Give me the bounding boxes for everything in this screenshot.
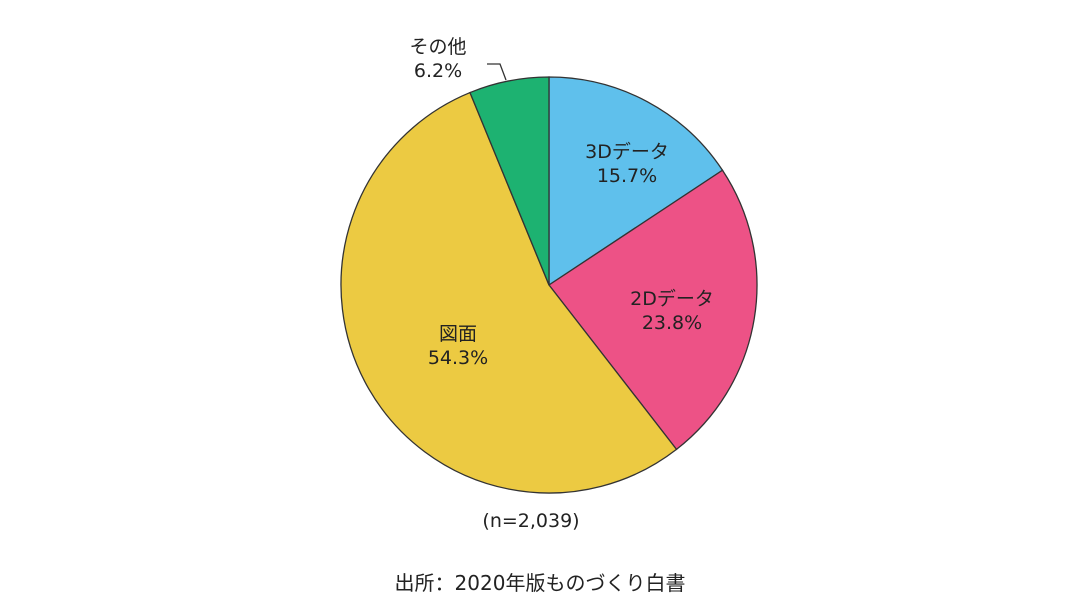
- slice-2d-data-value: 23.8%: [642, 312, 702, 334]
- slice-drawings: [340, 91, 678, 494]
- slice-other-value: 6.2%: [414, 60, 462, 82]
- slice-2d-data-label: 2Dデータ: [630, 288, 714, 310]
- slice-3d-data-value: 15.7%: [597, 165, 657, 187]
- slice-3d-data-label: 3Dデータ: [585, 141, 669, 163]
- slice-drawings-value: 54.3%: [428, 347, 488, 369]
- source-note: 出所：2020年版ものづくり白書: [394, 571, 686, 595]
- slice-2d-data: [548, 169, 758, 451]
- sample-size-note: (n=2,039): [482, 510, 580, 532]
- slice-3d-data: [548, 76, 724, 287]
- slice-drawings-label: 図面: [439, 323, 477, 345]
- pie-slices: [340, 76, 758, 494]
- slice-other-label: その他: [409, 36, 466, 58]
- other-leader-line: [487, 63, 507, 81]
- slice-other: [469, 76, 550, 286]
